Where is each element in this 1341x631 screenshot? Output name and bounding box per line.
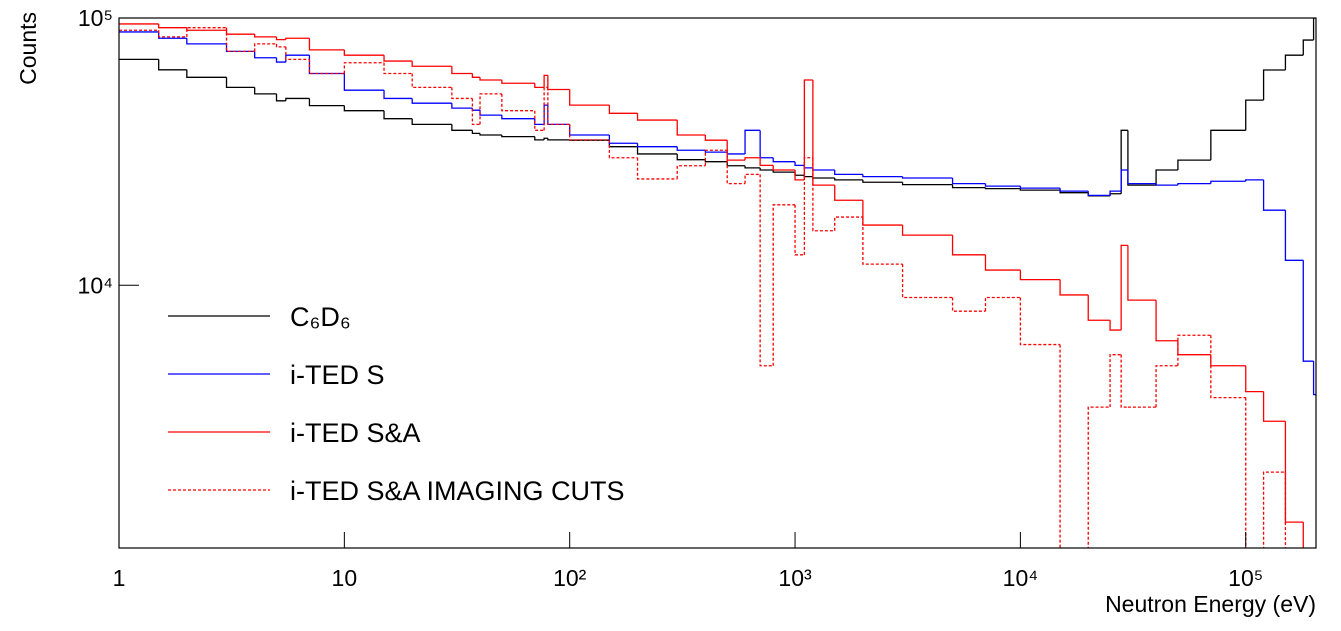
legend-label: i-TED S&A IMAGING CUTS [290, 476, 625, 506]
x-tick-label: 10⁵ [1228, 565, 1263, 591]
x-tick-label: 10³ [778, 565, 812, 591]
legend-label: i-TED S [290, 360, 385, 390]
y-tick-label: 10⁵ [78, 5, 113, 31]
x-tick-label: 10 [332, 565, 358, 591]
x-tick-label: 10⁴ [1003, 565, 1038, 591]
legend-label: C₆D₆ [290, 302, 351, 332]
legend-label: i-TED S&A [290, 418, 421, 448]
x-tick-label: 1 [113, 565, 126, 591]
y-tick-label: 10⁴ [78, 272, 113, 298]
x-tick-label: 10² [553, 565, 587, 591]
y-axis-title: Counts [15, 12, 41, 85]
x-axis-title: Neutron Energy (eV) [1105, 591, 1316, 617]
